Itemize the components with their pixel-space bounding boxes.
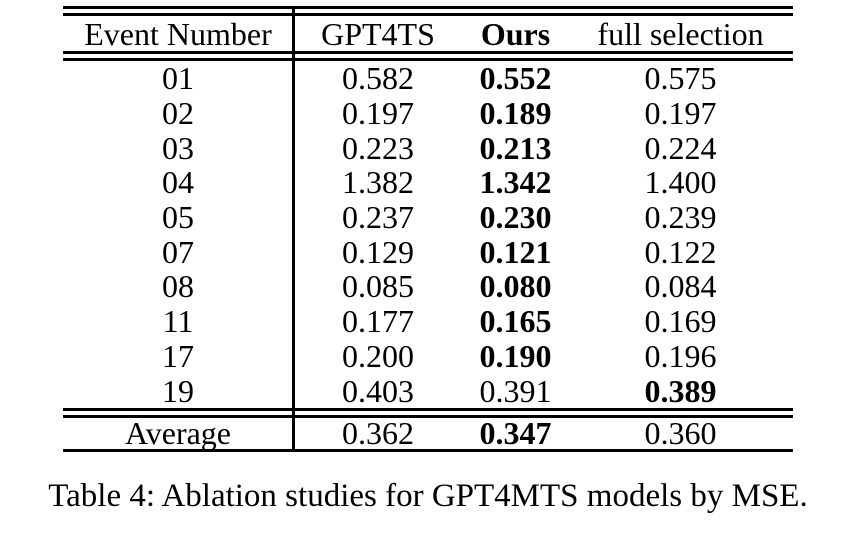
bottom-rule [63, 448, 793, 452]
table-row: 19 0.403 0.391 0.389 [63, 373, 793, 408]
table-cell: 0.213 [479, 129, 552, 166]
table-cell: 0.129 [342, 233, 414, 270]
top-double-rule [63, 6, 793, 16]
table-cell: 05 [162, 199, 194, 236]
table-cell: 0.200 [342, 337, 414, 374]
table-cell: 08 [162, 268, 194, 305]
table-cell: 1.400 [644, 164, 717, 201]
table-header-row: Event Number GPT4TS Ours full selection [63, 16, 793, 51]
table-footer-row: Average 0.362 0.347 0.360 [63, 415, 793, 452]
table-row: 01 0.582 0.552 0.575 [63, 61, 793, 96]
table-cell: 0.223 [342, 129, 414, 166]
table-cell: 0.403 [342, 372, 414, 409]
table-cell: 02 [162, 95, 194, 132]
table-cell: 0.224 [644, 129, 717, 166]
table-cell: 0.230 [479, 199, 552, 236]
rule-line [63, 407, 793, 411]
table-cell: 1.382 [342, 164, 414, 201]
table-cell: 0.080 [479, 268, 552, 305]
table-cell: 0.582 [342, 60, 414, 97]
table-row: 11 0.177 0.165 0.169 [63, 304, 793, 339]
table-row: 02 0.197 0.189 0.197 [63, 96, 793, 131]
footer-cell: 0.360 [644, 415, 717, 452]
table-cell: 0.165 [479, 303, 552, 340]
table-caption: Table 4: Ablation studies for GPT4MTS mo… [48, 478, 808, 514]
table-cell: 0.189 [479, 95, 552, 132]
table-cell: 0.552 [479, 60, 552, 97]
footer-double-rule [63, 407, 793, 418]
table-cell: 03 [162, 129, 194, 166]
table-cell: 0.197 [644, 95, 717, 132]
table-cell: 1.342 [479, 164, 552, 201]
column-divider-rule [292, 8, 295, 452]
header-double-rule [63, 51, 793, 61]
table-row: 04 1.382 1.342 1.400 [63, 165, 793, 200]
table-cell: 0.197 [342, 95, 414, 132]
header-cell: Ours [480, 15, 551, 52]
table-cell: 0.084 [644, 268, 717, 305]
table-cell: 01 [162, 60, 194, 97]
table-cell: 0.169 [644, 303, 717, 340]
footer-cell: 0.347 [479, 415, 552, 452]
ablation-results-table: Event Number GPT4TS Ours full selection 01 0… [63, 6, 793, 452]
rule-line [63, 13, 793, 16]
rule-line [63, 58, 793, 61]
table-cell: 0.389 [644, 372, 717, 409]
table-cell: 0.190 [479, 337, 552, 374]
table-cell: 07 [162, 233, 194, 270]
table-cell: 0.391 [479, 372, 552, 409]
table-cell: 11 [162, 303, 194, 340]
table-row: 17 0.200 0.190 0.196 [63, 339, 793, 374]
table-row: 05 0.237 0.230 0.239 [63, 200, 793, 235]
table-row: 03 0.223 0.213 0.224 [63, 130, 793, 165]
table-cell: 19 [162, 372, 194, 409]
rule-line [63, 51, 793, 54]
table-row: 08 0.085 0.080 0.084 [63, 269, 793, 304]
header-cell: full selection [597, 15, 764, 52]
table-cell: 0.237 [342, 199, 414, 236]
header-cell: Event Number [84, 15, 272, 52]
rule-line [63, 6, 793, 9]
table-cell: 0.575 [644, 60, 717, 97]
table-body: 01 0.582 0.552 0.575 02 0.197 0.189 0.197 03 0.22… [63, 61, 793, 408]
table-cell: 0.085 [342, 268, 414, 305]
table-cell: 17 [162, 337, 194, 374]
table-cell: 0.196 [644, 337, 717, 374]
header-cell: GPT4TS [321, 15, 435, 52]
footer-cell: Average [125, 415, 231, 452]
table-cell: 0.122 [644, 233, 717, 270]
table-cell: 04 [162, 164, 194, 201]
table-cell: 0.177 [342, 303, 414, 340]
table-row: 07 0.129 0.121 0.122 [63, 234, 793, 269]
footer-cell: 0.362 [342, 415, 414, 452]
table-cell: 0.239 [644, 199, 717, 236]
rule-line [63, 414, 793, 418]
table-cell: 0.121 [479, 233, 552, 270]
